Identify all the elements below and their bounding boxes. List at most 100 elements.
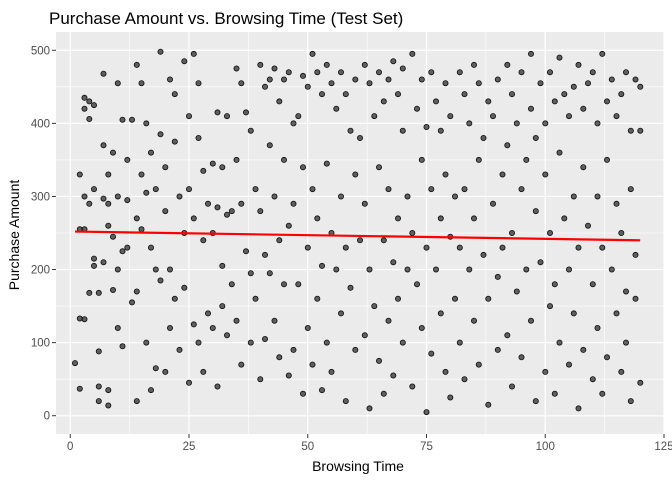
data-point	[470, 61, 477, 68]
data-point	[613, 113, 620, 120]
data-point	[257, 376, 264, 383]
data-point	[181, 284, 188, 291]
data-point	[152, 266, 159, 273]
data-point	[508, 91, 515, 98]
data-point	[580, 346, 587, 353]
data-point	[309, 50, 316, 57]
data-point	[314, 69, 321, 76]
data-point	[157, 277, 164, 284]
data-point	[599, 50, 606, 57]
data-point	[337, 69, 344, 76]
data-point	[489, 113, 496, 120]
data-point	[128, 299, 135, 306]
data-point	[133, 61, 140, 68]
data-point	[233, 65, 240, 72]
data-point	[404, 193, 411, 200]
data-point	[466, 120, 473, 127]
data-point	[295, 113, 302, 120]
data-point	[437, 127, 444, 134]
data-point	[390, 372, 397, 379]
data-point	[447, 113, 454, 120]
data-point	[385, 186, 392, 193]
data-point	[304, 244, 311, 251]
data-point	[318, 262, 325, 269]
data-point	[442, 171, 449, 178]
data-point	[347, 284, 354, 291]
y-axis-ticks: 0 100 200 300 400 500	[31, 45, 56, 423]
data-point	[290, 200, 297, 207]
data-point	[114, 80, 121, 87]
data-point	[599, 390, 606, 397]
data-point	[105, 171, 112, 178]
data-point	[214, 109, 221, 116]
data-point	[385, 76, 392, 83]
data-point	[304, 324, 311, 331]
data-point	[86, 200, 93, 207]
data-point	[627, 186, 634, 193]
data-point	[528, 50, 535, 57]
data-point	[556, 149, 563, 156]
data-point	[166, 266, 173, 273]
data-point	[223, 332, 230, 339]
data-point	[504, 61, 511, 68]
data-point	[204, 200, 211, 207]
data-point	[361, 200, 368, 207]
data-point	[551, 390, 558, 397]
data-point	[105, 222, 112, 229]
grid-major	[56, 32, 665, 434]
data-point	[390, 58, 397, 65]
data-point	[143, 189, 150, 196]
data-point	[608, 76, 615, 83]
data-point	[494, 273, 501, 280]
data-point	[266, 142, 273, 149]
y-tick-label: 500	[31, 45, 50, 57]
data-point	[499, 244, 506, 251]
data-point	[627, 398, 634, 405]
data-point	[333, 266, 340, 273]
data-point	[575, 405, 582, 412]
data-point	[166, 76, 173, 83]
data-point	[124, 156, 131, 163]
data-point	[589, 376, 596, 383]
data-point	[504, 332, 511, 339]
data-point	[428, 69, 435, 76]
data-point	[366, 80, 373, 87]
data-point	[432, 266, 439, 273]
data-point	[176, 346, 183, 353]
data-point	[214, 204, 221, 211]
data-point	[133, 398, 140, 405]
trend-line-layer	[74, 230, 641, 242]
data-point	[95, 289, 102, 296]
data-point	[475, 156, 482, 163]
data-point	[323, 61, 330, 68]
data-point	[347, 127, 354, 134]
x-axis-ticks: 0 25 50 75 100 125	[67, 434, 672, 453]
data-point	[147, 244, 154, 251]
data-point	[608, 266, 615, 273]
data-point	[494, 76, 501, 83]
data-point	[623, 339, 630, 346]
data-point	[204, 310, 211, 317]
data-point	[580, 164, 587, 171]
data-point	[152, 365, 159, 372]
data-point	[257, 208, 264, 215]
data-point	[219, 303, 226, 310]
data-point	[342, 91, 349, 98]
data-point	[190, 215, 197, 222]
data-point	[138, 226, 145, 233]
data-point	[91, 255, 98, 262]
data-point	[604, 156, 611, 163]
data-point	[276, 237, 283, 244]
data-point	[352, 76, 359, 83]
data-point	[594, 193, 601, 200]
data-point	[333, 105, 340, 112]
data-point	[566, 361, 573, 368]
data-point	[299, 390, 306, 397]
data-point	[504, 142, 511, 149]
data-point	[190, 321, 197, 328]
data-point	[475, 80, 482, 87]
data-point	[323, 160, 330, 167]
data-point	[366, 266, 373, 273]
data-point	[162, 164, 169, 171]
data-point	[323, 339, 330, 346]
